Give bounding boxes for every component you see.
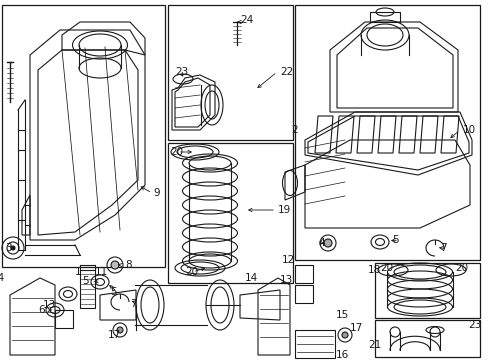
Text: 18: 18 (368, 265, 381, 275)
Text: 5: 5 (82, 276, 89, 286)
Text: 4: 4 (318, 238, 325, 248)
Text: 8: 8 (125, 260, 132, 270)
Text: 1: 1 (74, 267, 81, 277)
Text: 20: 20 (185, 267, 198, 277)
Bar (375, 263, 480, 318)
Text: 2: 2 (292, 125, 298, 135)
Text: 23: 23 (468, 320, 481, 330)
Text: 11: 11 (95, 267, 108, 277)
Text: 17: 17 (350, 323, 363, 333)
Text: 19: 19 (278, 205, 291, 215)
Circle shape (11, 246, 15, 250)
Bar (295, 5, 480, 260)
Bar (295, 265, 313, 283)
Text: 16: 16 (336, 350, 349, 360)
Text: 10: 10 (463, 125, 476, 135)
Text: 21: 21 (368, 340, 381, 350)
Circle shape (324, 239, 332, 247)
Text: 3: 3 (5, 243, 12, 253)
Text: 13: 13 (280, 275, 293, 285)
Bar (295, 285, 313, 303)
Text: 15: 15 (336, 310, 349, 320)
Bar (55, 310, 73, 328)
Bar (2, 5, 165, 267)
Text: 14: 14 (0, 273, 5, 283)
Text: 23: 23 (175, 67, 188, 77)
Text: 20: 20 (455, 263, 468, 273)
Text: 20: 20 (170, 147, 183, 157)
Text: 17: 17 (108, 330, 121, 340)
Text: 22: 22 (280, 67, 293, 77)
Text: 5: 5 (110, 287, 117, 297)
Bar (168, 143, 293, 283)
Text: 7: 7 (440, 243, 446, 253)
Text: 5: 5 (392, 235, 399, 245)
Circle shape (111, 261, 119, 269)
Text: 12: 12 (282, 255, 295, 265)
Circle shape (117, 327, 123, 333)
Bar (168, 5, 293, 140)
Text: 7: 7 (130, 299, 137, 309)
Circle shape (342, 332, 348, 338)
Text: 20: 20 (380, 263, 393, 273)
Text: 24: 24 (240, 15, 253, 25)
Text: 14: 14 (245, 273, 258, 283)
Bar (295, 330, 335, 358)
Text: 13: 13 (43, 300, 56, 310)
Text: 6: 6 (38, 305, 45, 315)
Text: 9: 9 (153, 188, 160, 198)
Bar (80, 270, 95, 308)
Bar (375, 320, 480, 357)
